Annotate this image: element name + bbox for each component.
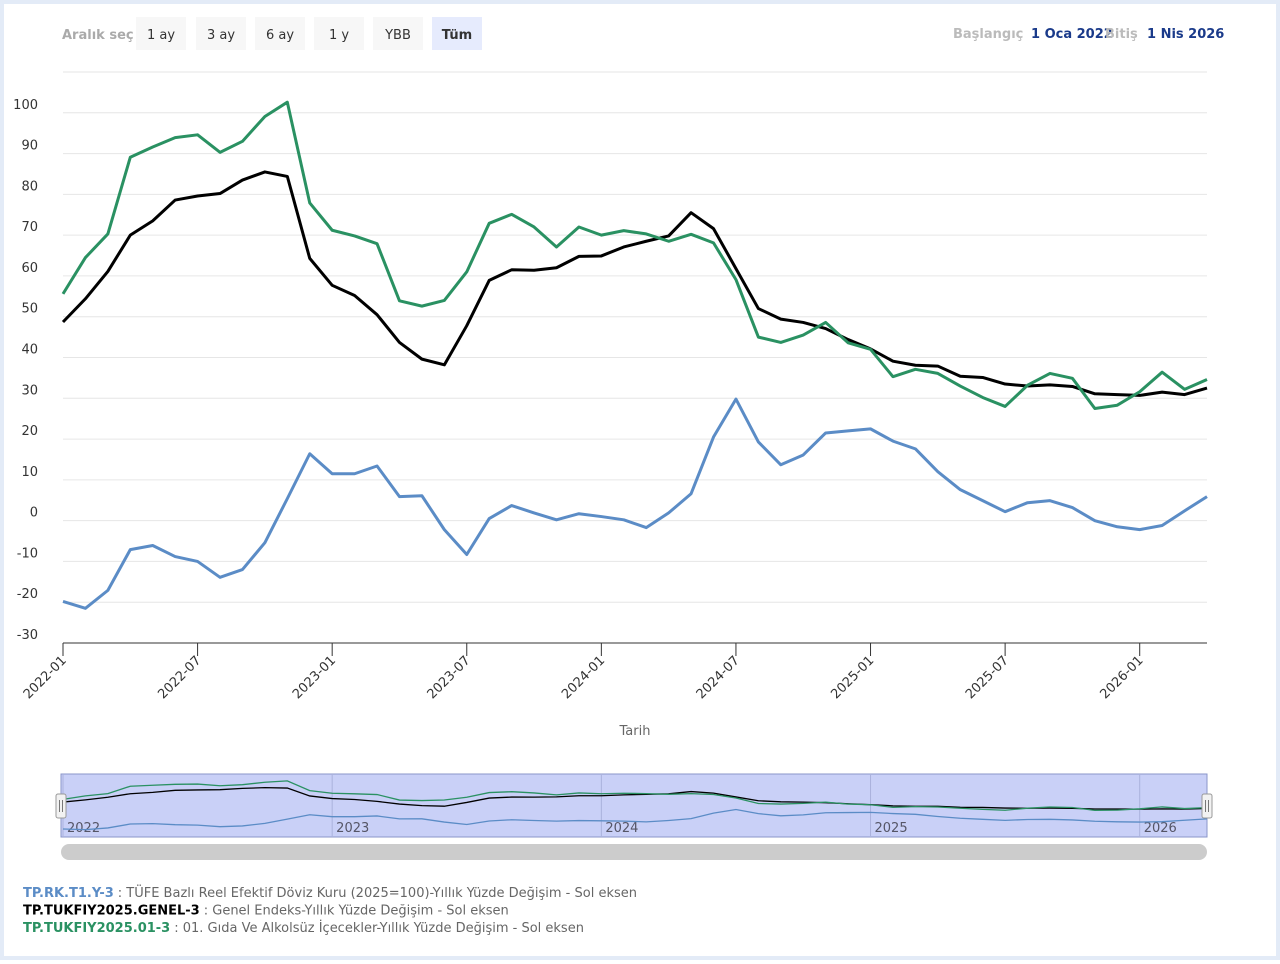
y-tick-label: 0 (30, 506, 38, 521)
range-button-label[interactable]: 1 ay (147, 28, 175, 43)
range-label: Aralık seç (62, 28, 134, 43)
range-button[interactable] (255, 17, 305, 50)
legend-code: TP.TUKFIY2025.GENEL-3 (23, 904, 200, 919)
series-line (61, 170, 1208, 397)
navigator-label: 2022 (67, 821, 100, 836)
y-tick-label: 10 (21, 465, 38, 480)
end-date[interactable]: 1 Nis 2026 (1147, 27, 1224, 42)
scrollbar[interactable] (61, 844, 1207, 860)
y-tick-label: 40 (21, 343, 38, 358)
range-button[interactable] (432, 17, 482, 50)
start-label: Başlangıç (953, 27, 1023, 42)
y-tick-label: 80 (21, 179, 38, 194)
navigator-label: 2023 (336, 821, 369, 836)
legend-entry: TP.RK.T1.Y-3 : TÜFE Bazlı Reel Efektif Dö… (23, 884, 637, 901)
legend-entry: TP.TUKFIY2025.01-3 : 01. Gıda Ve Alkolsüz… (23, 920, 584, 936)
legend-code: TP.RK.T1.Y-3 (23, 886, 114, 901)
navigator-handle[interactable] (55, 793, 67, 819)
y-tick-label: 70 (21, 220, 38, 235)
navigator-label: 2024 (605, 821, 638, 836)
legend-code: TP.TUKFIY2025.01-3 (23, 921, 170, 936)
legend-description: : 01. Gıda Ve Alkolsüz İçecekler-Yıllık … (174, 920, 584, 936)
range-button-label[interactable]: YBB (384, 28, 411, 43)
navigator-line (62, 808, 1208, 831)
range-button[interactable] (373, 17, 423, 50)
y-tick-label: 20 (21, 424, 38, 439)
range-button-label[interactable]: 3 ay (207, 28, 235, 43)
y-tick-label: 30 (21, 383, 38, 398)
range-button[interactable] (314, 17, 364, 50)
range-button-label[interactable]: 1 y (329, 28, 349, 43)
series-line (62, 397, 1208, 610)
range-button[interactable] (136, 17, 186, 50)
y-tick-label: 60 (21, 261, 38, 276)
range-button-label[interactable]: 6 ay (266, 28, 294, 43)
start-date[interactable]: 1 Oca 2022 (1031, 27, 1113, 42)
end-label: Bitiş (1105, 27, 1138, 42)
navigator-handle[interactable] (1201, 793, 1213, 819)
navigator-mask (60, 773, 1208, 838)
y-tick-label: -20 (17, 587, 38, 602)
navigator-line (62, 780, 1208, 812)
y-tick-label: 50 (21, 302, 38, 317)
range-button-label[interactable]: Tüm (442, 28, 472, 43)
navigator-label: 2025 (875, 821, 908, 836)
legend-description: : TÜFE Bazlı Reel Efektif Döviz Kuru (20… (118, 884, 637, 901)
legend-description: : Genel Endeks-Yıllık Yüzde Değişim - So… (204, 904, 509, 919)
y-tick-label: 100 (13, 98, 38, 113)
x-axis-title: Tarih (619, 724, 651, 739)
y-tick-label: -30 (17, 628, 38, 643)
navigator-line (62, 786, 1208, 810)
legend-entry: TP.TUKFIY2025.GENEL-3 : Genel Endeks-Yıll… (23, 904, 509, 919)
range-button[interactable] (196, 17, 246, 50)
series-line (61, 100, 1208, 410)
y-tick-label: -10 (17, 546, 38, 561)
navigator-label: 2026 (1144, 821, 1177, 836)
y-tick-label: 90 (21, 139, 38, 154)
